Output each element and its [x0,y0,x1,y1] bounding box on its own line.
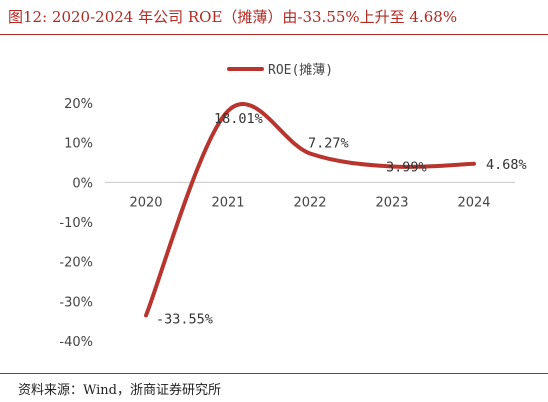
data-label: -33.55% [156,311,213,327]
y-tick-label: 20% [64,97,93,112]
y-tick-label: -10% [59,216,93,231]
y-tick-label: -20% [59,256,93,271]
y-tick-label: -30% [59,295,93,310]
x-tick-label: 2023 [375,195,408,210]
x-tick-label: 2022 [293,195,326,210]
x-tick-label: 2021 [211,195,244,210]
data-label: 4.68% [486,157,527,173]
y-tick-label: 0% [72,176,93,191]
x-tick-label: 2020 [129,195,162,210]
y-tick-label: -40% [59,335,93,350]
data-label: 7.27% [308,135,349,151]
source-note: 资料来源：Wind，浙商证券研究所 [18,383,221,398]
legend-label: ROE(摊薄) [268,63,333,78]
series-line-roe [144,102,476,318]
y-tick-label: 10% [64,137,93,152]
title-bar: 图12: 2020-2024 年公司 ROE（摊薄）由-33.55%上升至 4.… [0,0,548,35]
data-label: 18.01% [214,111,263,127]
x-tick-label: 2024 [457,195,490,210]
chart-title: 图12: 2020-2024 年公司 ROE（摊薄）由-33.55%上升至 4.… [8,8,458,26]
source-divider [0,373,548,374]
data-label: 3.99% [386,160,427,176]
